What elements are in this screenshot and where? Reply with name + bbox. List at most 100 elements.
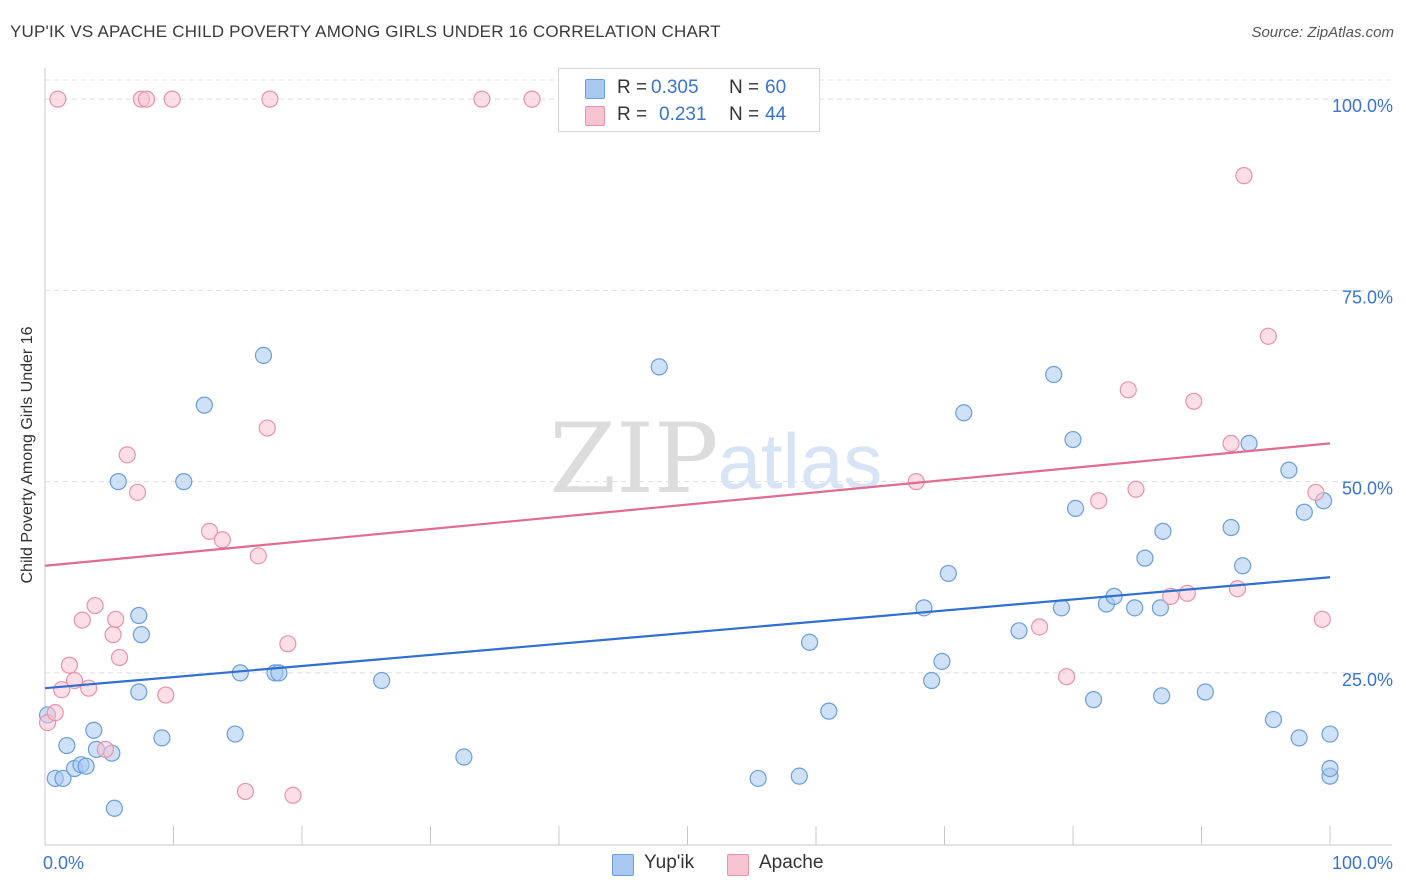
point-yupik [1321, 725, 1339, 743]
point-apache [213, 531, 231, 549]
point-yupik [800, 633, 819, 651]
point-yupik [1136, 549, 1154, 567]
point-apache [163, 90, 181, 108]
point-yupik [939, 564, 957, 583]
point-yupik [226, 725, 244, 743]
point-apache [157, 686, 175, 704]
point-yupik [1064, 430, 1082, 449]
point-apache [1222, 434, 1240, 452]
point-apache [473, 90, 491, 108]
point-apache [1185, 392, 1203, 410]
point-yupik [1264, 710, 1283, 729]
stats-box: R = 0.305 N = 60 R = 0.231 N = 44 [558, 68, 820, 132]
point-yupik [130, 606, 148, 625]
point-apache [86, 596, 104, 615]
point-yupik [58, 736, 76, 755]
point-yupik [1290, 729, 1308, 747]
point-apache [1178, 584, 1196, 602]
point-apache [60, 656, 79, 674]
gridlines [45, 79, 1392, 674]
stats-r-value: 0.231 [659, 104, 707, 125]
point-yupik [373, 671, 391, 690]
point-apache [1313, 610, 1331, 628]
point-yupik [175, 473, 193, 491]
legend-label-apache: Apache [759, 852, 824, 873]
point-apache [49, 90, 67, 108]
point-yupik [455, 748, 473, 766]
point-yupik [1234, 557, 1252, 575]
point-apache [261, 90, 279, 108]
legend-swatch-apache [727, 854, 749, 876]
point-apache [1259, 327, 1277, 345]
point-yupik [1280, 461, 1298, 479]
trend-lines [44, 442, 1331, 690]
trend-line-yupik [44, 576, 1331, 690]
point-yupik [1222, 518, 1240, 537]
point-yupik [130, 683, 148, 701]
point-yupik [1066, 499, 1085, 517]
x-tick-label: 0.0% [43, 853, 84, 873]
point-yupik [955, 404, 973, 422]
point-apache [279, 635, 297, 653]
point-yupik [1010, 622, 1028, 640]
point-apache [236, 782, 255, 801]
legend-label-yupik: Yup'ik [644, 852, 695, 873]
point-apache [73, 611, 91, 629]
point-apache [1030, 618, 1049, 636]
point-yupik [132, 626, 150, 644]
point-yupik [153, 729, 171, 747]
point-apache [523, 90, 541, 108]
point-apache [1090, 492, 1108, 510]
point-yupik [1126, 599, 1144, 617]
point-apache [284, 786, 302, 804]
point-apache [128, 483, 147, 501]
x-tick-label: 100.0% [1332, 853, 1393, 873]
point-apache [1228, 580, 1247, 598]
stats-n-label: N = [729, 77, 760, 98]
stats-n-value: 60 [765, 77, 787, 98]
y-tick-label: 50.0% [1342, 479, 1393, 499]
point-apache [1235, 167, 1253, 185]
point-yupik [1151, 599, 1169, 617]
point-yupik [1154, 522, 1172, 540]
point-yupik [1240, 434, 1258, 452]
point-yupik [1084, 691, 1103, 709]
point-apache [118, 446, 136, 464]
point-yupik [85, 721, 103, 739]
point-yupik [820, 702, 838, 720]
point-yupik [790, 767, 808, 785]
y-tick-label: 100.0% [1332, 96, 1393, 116]
point-yupik [1321, 759, 1339, 778]
point-yupik [650, 358, 668, 376]
point-yupik [77, 757, 95, 775]
stats-swatch-apache [585, 106, 605, 126]
point-yupik [109, 473, 127, 491]
point-apache [1057, 668, 1076, 686]
point-yupik [1295, 503, 1313, 521]
point-yupik [1045, 365, 1063, 384]
point-apache [1127, 480, 1145, 498]
point-yupik [1052, 599, 1071, 617]
point-yupik [195, 396, 213, 414]
point-yupik [54, 769, 72, 788]
stats-n-label: N = [729, 104, 760, 125]
data-points [38, 90, 1339, 817]
stats-swatch-yupik [585, 79, 605, 99]
point-apache [107, 610, 125, 628]
point-apache [137, 90, 156, 108]
point-apache [110, 648, 129, 667]
point-apache [1119, 381, 1137, 399]
point-apache [104, 626, 122, 644]
stats-r-value: 0.305 [651, 77, 699, 98]
point-apache [200, 522, 219, 540]
legend-swatch-yupik [612, 854, 634, 876]
point-yupik [105, 799, 123, 817]
point-yupik [933, 652, 951, 671]
point-apache [96, 740, 114, 758]
y-tick-label: 75.0% [1342, 287, 1393, 307]
point-yupik [254, 346, 273, 364]
chart-title: YUP'IK VS APACHE CHILD POVERTY AMONG GIR… [10, 22, 721, 41]
point-apache [1307, 483, 1325, 501]
y-tick-label: 25.0% [1342, 670, 1393, 690]
